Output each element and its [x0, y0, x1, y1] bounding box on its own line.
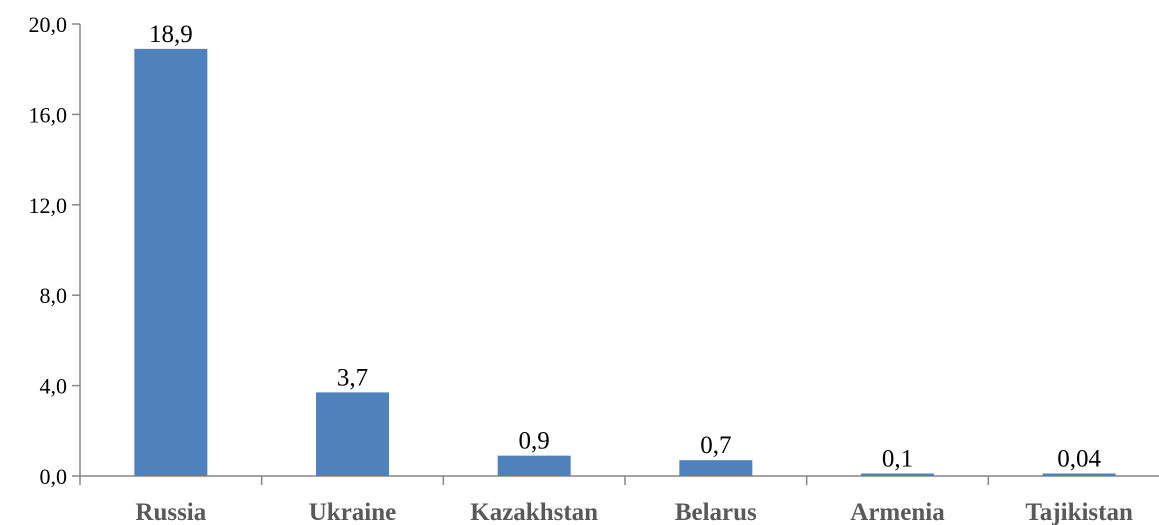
- y-tick-label: 16,0: [29, 102, 68, 127]
- bar-kazakhstan: [497, 455, 571, 476]
- y-tick-label: 0,0: [40, 464, 68, 489]
- category-label-armenia: Armenia: [850, 499, 945, 525]
- y-tick-label: 20,0: [29, 12, 68, 37]
- x-axis: [79, 475, 1159, 485]
- category-labels: Russia Ukraine Kazakhstan Belarus Armenia Taj…: [135, 499, 1133, 525]
- y-tick-label: 8,0: [40, 283, 68, 308]
- data-label-belarus: 0,7: [700, 432, 731, 459]
- bars: [134, 48, 1116, 477]
- bar-armenia: [861, 473, 934, 476]
- data-label-armenia: 0,1: [882, 446, 913, 473]
- category-label-tajikistan: Tajikistan: [1025, 499, 1133, 525]
- y-tick-label: 4,0: [40, 374, 68, 399]
- data-labels: 18,9 3,7 0,9 0,7 0,1 0,04: [149, 21, 1102, 473]
- data-label-tajikistan: 0,04: [1057, 446, 1101, 473]
- data-label-ukraine: 3,7: [337, 364, 368, 391]
- category-label-belarus: Belarus: [675, 499, 757, 525]
- category-label-russia: Russia: [135, 499, 206, 525]
- category-label-kazakhstan: Kazakhstan: [470, 499, 598, 525]
- bar-ukraine: [316, 392, 389, 476]
- y-tick-label: 12,0: [29, 193, 68, 218]
- data-label-russia: 18,9: [149, 21, 193, 48]
- category-label-ukraine: Ukraine: [309, 499, 397, 525]
- data-label-kazakhstan: 0,9: [519, 428, 550, 455]
- bar-tajikistan: [1042, 473, 1116, 476]
- y-axis: 0,0 4,0 8,0 12,0 16,0 20,0: [29, 12, 81, 489]
- bar-belarus: [679, 460, 753, 476]
- bar-russia: [134, 48, 208, 477]
